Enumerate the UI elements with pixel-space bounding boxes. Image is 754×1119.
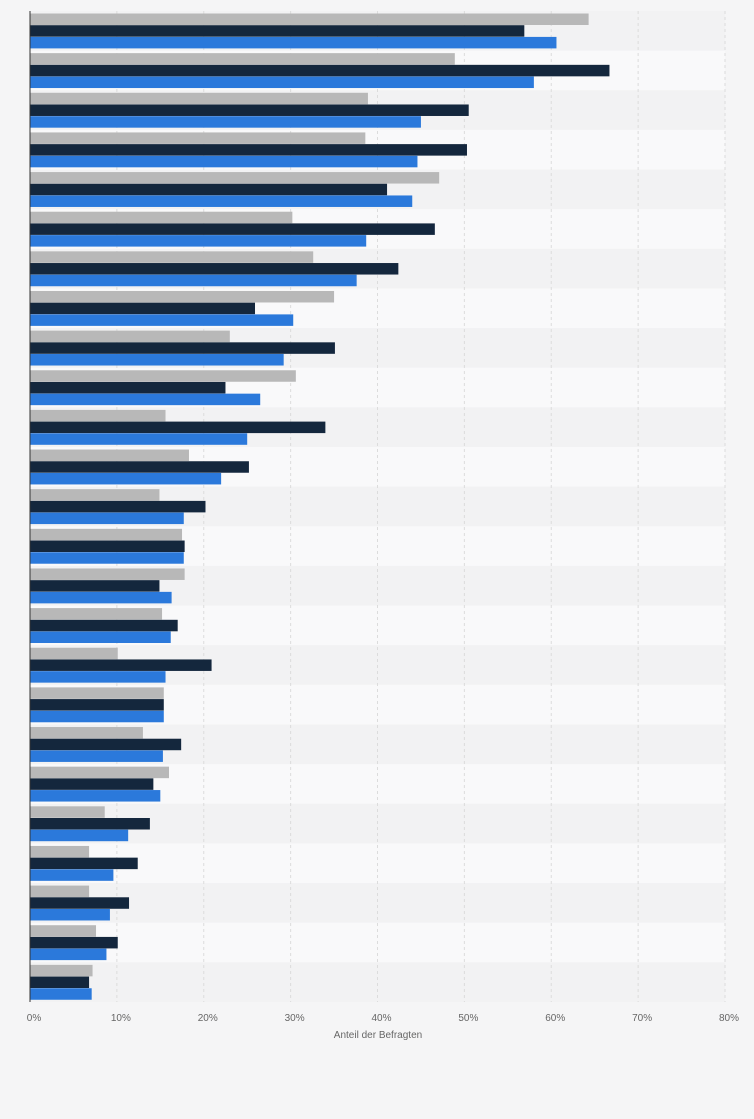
bar [30, 104, 469, 116]
bar [30, 235, 367, 247]
bar [30, 964, 93, 977]
bar [30, 988, 92, 1000]
bar [30, 699, 164, 711]
bar [30, 172, 440, 184]
bar [30, 409, 166, 422]
bar [30, 845, 90, 858]
bar [30, 591, 172, 604]
bar [30, 976, 90, 989]
bar [30, 659, 212, 671]
bar [30, 580, 160, 592]
bar [30, 274, 357, 287]
bar [30, 76, 534, 89]
bar [30, 449, 189, 462]
bar [30, 818, 150, 830]
bar [30, 433, 248, 445]
bar [30, 263, 399, 275]
bar [30, 948, 107, 961]
bar [30, 211, 293, 224]
bar [30, 829, 129, 842]
bar [30, 183, 388, 196]
x-tick-label: 40% [371, 1013, 391, 1024]
bar [30, 64, 610, 77]
x-tick-label: 0% [27, 1013, 42, 1024]
bar [30, 370, 296, 382]
bar [30, 512, 184, 525]
x-tick-label: 80% [719, 1013, 739, 1024]
bar [30, 750, 163, 762]
bar [30, 936, 118, 949]
bar [30, 528, 183, 541]
bar [30, 608, 163, 620]
x-tick-label: 20% [198, 1013, 218, 1024]
x-tick-label: 10% [111, 1013, 131, 1024]
bar [30, 790, 161, 802]
bar [30, 393, 261, 406]
bars [30, 13, 610, 1000]
bar [30, 778, 154, 790]
x-tick-labels: 0% 10% 20% 30% 40% 50% 60% 70% 80% [27, 1013, 739, 1024]
bar [30, 552, 184, 564]
bar [30, 897, 130, 909]
bar [30, 489, 160, 501]
bar [30, 568, 185, 580]
x-axis-title: Anteil der Befragten [334, 1030, 422, 1041]
bar [30, 155, 418, 168]
bar [30, 132, 366, 144]
bar [30, 290, 335, 303]
bar [30, 647, 118, 660]
x-tick-label: 60% [545, 1013, 565, 1024]
bar [30, 727, 143, 739]
bar [30, 195, 413, 207]
bar [30, 144, 467, 156]
x-tick-label: 30% [285, 1013, 305, 1024]
bar [30, 540, 185, 553]
bar [30, 619, 178, 632]
bar [30, 251, 314, 263]
bar [30, 302, 256, 315]
bar [30, 53, 455, 65]
bar [30, 710, 164, 723]
bar [30, 806, 105, 818]
x-tick-label: 50% [458, 1013, 478, 1024]
bar [30, 500, 206, 513]
bar [30, 421, 326, 434]
bar [30, 13, 589, 25]
bar [30, 461, 249, 473]
bar [30, 330, 230, 343]
bar [30, 766, 169, 779]
bar [30, 36, 557, 49]
bar [30, 908, 110, 921]
bar [30, 381, 226, 394]
bar [30, 314, 294, 326]
bar [30, 354, 284, 366]
bar [30, 25, 525, 37]
bar [30, 116, 421, 128]
bar [30, 925, 97, 937]
bar [30, 92, 368, 105]
bar [30, 671, 166, 683]
bar [30, 631, 171, 643]
bar [30, 342, 335, 354]
bar [30, 687, 164, 699]
bar [30, 869, 114, 881]
bar [30, 472, 222, 485]
x-tick-label: 70% [632, 1013, 652, 1024]
bar [30, 857, 138, 870]
bar [30, 885, 90, 898]
bar [30, 738, 182, 751]
bar [30, 223, 435, 235]
